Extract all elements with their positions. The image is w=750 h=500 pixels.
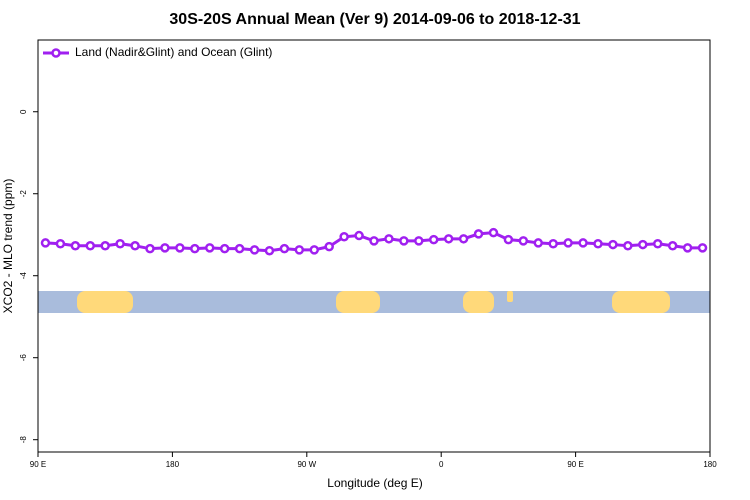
y-tick-label: -6 <box>19 354 28 362</box>
y-tick-label: -2 <box>19 190 28 198</box>
data-point <box>100 241 110 251</box>
data-point <box>399 236 409 246</box>
legend-marker <box>51 48 61 58</box>
data-point <box>145 243 155 254</box>
data-point <box>279 243 290 254</box>
chart-title: 30S-20S Annual Mean (Ver 9) 2014-09-06 t… <box>169 11 580 28</box>
plot-frame <box>37 39 711 453</box>
data-point <box>55 238 66 249</box>
data-point <box>339 232 349 242</box>
data-point <box>249 245 260 255</box>
data-point <box>638 239 648 250</box>
data-point <box>130 241 140 251</box>
data-point <box>70 241 81 251</box>
y-tick-label: -8 <box>19 436 28 444</box>
data-point <box>458 234 469 244</box>
data-point <box>488 227 499 238</box>
data-point <box>115 238 125 249</box>
data-point <box>667 241 678 251</box>
x-tick-label: 90 E <box>30 460 46 469</box>
data-point <box>593 238 603 249</box>
data-point <box>563 238 573 248</box>
y-axis-label: XCO2 - MLO trend (ppm) <box>1 179 15 314</box>
data-point <box>324 241 334 252</box>
data-point <box>428 234 439 245</box>
data-point <box>175 243 185 253</box>
data-point <box>369 236 379 246</box>
data-point <box>264 245 275 256</box>
data-point <box>294 245 305 255</box>
data-point <box>578 238 588 248</box>
data-point <box>40 238 51 248</box>
data-point <box>652 238 663 249</box>
x-tick-label: 0 <box>439 460 444 469</box>
data-point <box>160 243 170 253</box>
data-point <box>608 239 618 250</box>
data-point <box>682 243 693 253</box>
data-point <box>85 241 96 251</box>
data-point <box>518 236 529 246</box>
data-point <box>473 229 484 239</box>
x-axis-label: Longitude (deg E) <box>327 476 422 490</box>
data-point <box>533 238 544 248</box>
x-tick-label: 90 E <box>567 460 583 469</box>
data-point <box>190 243 200 254</box>
data-point <box>623 241 633 251</box>
data-point <box>234 243 245 254</box>
data-point <box>548 238 558 249</box>
legend-label: Land (Nadir&Glint) and Ocean (Glint) <box>75 45 272 59</box>
x-tick-label: 90 W <box>297 460 316 469</box>
y-tick-label: -4 <box>19 272 28 280</box>
data-point <box>443 234 454 244</box>
data-point <box>384 234 394 244</box>
x-tick-label: 180 <box>166 460 180 469</box>
data-point <box>354 230 364 241</box>
data-point <box>309 245 320 255</box>
data-point <box>503 234 514 245</box>
land-mask <box>77 291 670 313</box>
y-tick-label: 0 <box>19 109 28 114</box>
data-point <box>219 243 230 254</box>
data-point <box>414 236 424 246</box>
data-point <box>204 243 215 253</box>
x-tick-label: 180 <box>703 460 717 469</box>
data-point <box>697 243 708 253</box>
